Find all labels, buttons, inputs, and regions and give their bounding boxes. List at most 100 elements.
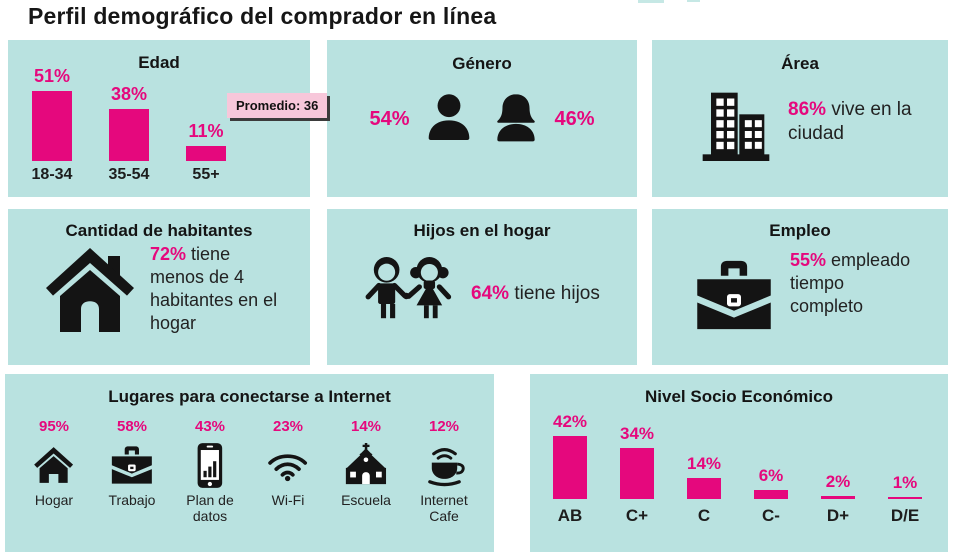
bar [620, 448, 654, 499]
bar-category-label: C+ [625, 506, 649, 525]
home-icon [32, 441, 75, 489]
panel-nivel: Nivel Socio Económico 42% AB 34% C+ 14% C 6% C-… [530, 374, 948, 552]
bar-category-label: 35-54 [108, 166, 150, 183]
bar-value-label: 34% [619, 424, 655, 443]
place-label: Wi-Fi [271, 492, 305, 508]
bar-category-label: 18-34 [31, 166, 73, 183]
empleo-description: empleado tiempo completo [790, 250, 911, 317]
area-text: 86% vive en la ciudad [788, 98, 938, 166]
bar [553, 436, 587, 499]
panel-hijos: Hijos en el hogar 64% tiene hijos [327, 209, 637, 365]
habitantes-text: 72% tiene menos de 4 habitantes en el ho… [150, 243, 282, 339]
area-title: Área [781, 54, 819, 73]
house-icon [42, 241, 138, 339]
nivel-title: Nivel Socio Económico [645, 387, 833, 406]
hijos-percentage: 64% [471, 282, 510, 304]
habitantes-stat: 72% tiene menos de 4 habitantes en el ho… [42, 241, 282, 339]
bar-column: 2% D+ [810, 472, 866, 526]
place-value: 23% [272, 418, 304, 435]
edad-bar-chart: 51% 18-34 38% 35-54 11% 55+ [20, 66, 238, 184]
edad-title: Edad [138, 53, 180, 72]
bar-value-label: 42% [552, 412, 588, 431]
children-icon [361, 251, 455, 337]
school-icon [343, 441, 389, 489]
bar [754, 490, 788, 499]
bar-column: 1% D/E [877, 473, 933, 527]
internet-place-item: 14% Escuela [327, 418, 405, 524]
place-label: Hogar [34, 492, 74, 508]
briefcase-icon [109, 441, 155, 489]
internet-places-row: 95% Hogar 58% Trabajo 43% Plan de datos 23% Wi-… [15, 418, 483, 524]
hijos-stat: 64% tiene hijos [361, 251, 600, 337]
bar [109, 108, 149, 161]
panel-genero: Género 54% 46% [327, 40, 637, 197]
promedio-callout: Promedio: 36 [227, 93, 328, 118]
internet-cafe-icon [423, 441, 466, 489]
area-percentage: 86% [788, 99, 827, 120]
empleo-stat: 55% empleado tiempo completo [692, 249, 912, 333]
place-value: 12% [428, 418, 460, 435]
internet-place-item: 95% Hogar [15, 418, 93, 524]
empleo-text: 55% empleado tiempo completo [790, 249, 912, 333]
bar-value-label: 14% [686, 454, 722, 473]
bar [821, 496, 855, 499]
place-value: 43% [194, 418, 226, 435]
bar-category-label: D+ [826, 506, 850, 525]
bar-category-label: D/E [890, 506, 920, 525]
bar [32, 91, 72, 161]
bar-value-label: 38% [110, 83, 148, 104]
habitantes-percentage: 72% [150, 244, 187, 264]
page-title: Perfil demográfico del comprador en líne… [28, 3, 497, 29]
habitantes-description: tiene menos de 4 habitantes en el hogar [150, 244, 278, 334]
bar-column: 6% C- [743, 466, 799, 526]
panel-empleo: Empleo 55% empleado tiempo completo [652, 209, 948, 365]
area-description: vive en la ciudad [788, 99, 912, 145]
place-value: 95% [38, 418, 70, 435]
bar-value-label: 1% [892, 472, 918, 492]
panel-edad: Edad 51% 18-34 38% 35-54 11% 55+ Promedio: 36 [8, 40, 328, 197]
bar-value-label: 51% [33, 66, 71, 86]
bar-value-label: 6% [758, 466, 784, 485]
bar-column: 11% 55+ [174, 121, 238, 184]
internet-place-item: 12% Internet Cafe [405, 418, 483, 524]
male-percentage: 54% [369, 107, 410, 130]
female-percentage: 46% [554, 107, 595, 130]
bar-column: 34% C+ [609, 424, 665, 526]
cropped-artifact [638, 0, 664, 3]
nivel-bar-chart: 42% AB 34% C+ 14% C 6% C- 2% D+ 1% D/E [542, 412, 933, 526]
hijos-description: tiene hijos [514, 282, 600, 304]
internet-place-item: 58% Trabajo [93, 418, 171, 524]
bar [186, 145, 226, 161]
bar [687, 478, 721, 499]
internet-place-item: 43% Plan de datos [171, 418, 249, 524]
bar-category-label: C [697, 506, 711, 525]
hijos-text: 64% tiene hijos [471, 282, 600, 306]
place-label: Internet Cafe [420, 492, 468, 525]
bar-column: 51% 18-34 [20, 66, 84, 184]
panel-habitantes: Cantidad de habitantes 72% tiene menos d… [8, 209, 310, 365]
bar [888, 496, 922, 499]
bar-value-label: 2% [825, 472, 851, 491]
female-person-icon [488, 90, 544, 148]
gender-split: 54% 46% [327, 90, 637, 148]
bar-category-label: C- [762, 506, 780, 525]
panel-lugares: Lugares para conectarse a Internet 95% Ho… [5, 374, 494, 552]
male-person-icon [421, 90, 477, 148]
panel-area: Área 86% vive en la ciudad [652, 40, 948, 197]
mobile-data-icon [196, 441, 224, 489]
place-label: Escuela [341, 492, 391, 508]
bar-column: 42% AB [542, 412, 598, 526]
internet-place-item: 23% Wi-Fi [249, 418, 327, 524]
building-icon [696, 86, 776, 166]
lugares-title: Lugares para conectarse a Internet [108, 387, 391, 406]
place-value: 14% [350, 418, 382, 435]
briefcase-icon [692, 257, 776, 333]
bar-category-label: 55+ [192, 166, 220, 183]
cropped-artifact [687, 0, 700, 2]
place-label: Trabajo [108, 492, 156, 508]
habitantes-title: Cantidad de habitantes [65, 221, 253, 240]
genero-title: Género [452, 54, 512, 73]
wifi-icon [267, 441, 308, 489]
bar-column: 38% 35-54 [97, 84, 161, 184]
